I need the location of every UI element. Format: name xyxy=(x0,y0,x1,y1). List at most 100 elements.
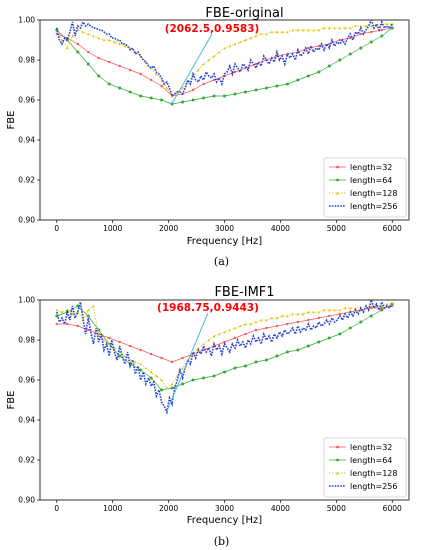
data-point xyxy=(139,362,142,366)
y-axis-label: FBE xyxy=(6,391,17,410)
data-point xyxy=(233,336,237,340)
data-point xyxy=(343,26,347,30)
y-tick-label: 0.92 xyxy=(18,456,35,465)
data-point xyxy=(259,32,263,36)
data-point xyxy=(176,374,179,378)
data-point xyxy=(212,78,216,82)
data-point xyxy=(113,346,116,350)
x-tick-label: 6000 xyxy=(383,504,402,513)
data-point xyxy=(233,42,237,46)
data-point xyxy=(202,348,205,352)
plot-area xyxy=(55,300,394,415)
data-point xyxy=(55,322,58,326)
data-point xyxy=(317,44,321,48)
data-point xyxy=(212,334,216,338)
data-point xyxy=(128,90,132,94)
data-point xyxy=(87,328,90,332)
data-point xyxy=(390,26,394,30)
data-point xyxy=(113,40,116,44)
y-tick-label: 0.94 xyxy=(18,416,35,425)
data-point xyxy=(181,86,184,90)
x-tick-label: 5000 xyxy=(327,224,346,233)
series-length-128 xyxy=(55,302,394,390)
series-length-64 xyxy=(55,26,394,106)
data-point xyxy=(181,382,185,386)
data-point xyxy=(76,310,80,314)
data-point xyxy=(270,30,273,34)
x-tick-label: 1000 xyxy=(103,224,122,233)
data-point xyxy=(265,32,268,36)
data-point xyxy=(71,34,74,38)
legend-item: length=256 xyxy=(329,482,397,491)
data-point xyxy=(317,316,321,320)
y-tick-label: 0.90 xyxy=(18,496,35,505)
data-point xyxy=(369,24,373,28)
data-point xyxy=(380,306,383,310)
data-point xyxy=(223,94,226,98)
x-tick-label: 0 xyxy=(54,224,59,233)
legend-label: length=64 xyxy=(350,176,392,185)
y-tick-label: 0.92 xyxy=(18,176,35,185)
data-point xyxy=(369,40,373,44)
data-point xyxy=(354,24,357,28)
data-point xyxy=(233,326,237,330)
data-point xyxy=(328,26,331,30)
data-point xyxy=(296,312,300,316)
data-point xyxy=(118,340,121,344)
x-tick-label: 0 xyxy=(54,504,59,513)
data-point xyxy=(328,308,331,312)
data-point xyxy=(170,382,174,386)
data-point xyxy=(212,94,216,98)
data-point xyxy=(128,46,132,50)
data-point xyxy=(369,314,373,318)
data-point xyxy=(333,26,336,30)
data-point xyxy=(254,88,258,92)
data-point xyxy=(327,64,331,68)
data-point xyxy=(149,96,153,100)
y-tick-label: 0.98 xyxy=(18,56,35,65)
data-point xyxy=(328,314,331,318)
data-point xyxy=(207,338,211,342)
data-point xyxy=(243,90,247,94)
data-point xyxy=(123,354,127,358)
data-point xyxy=(108,60,111,64)
data-point xyxy=(92,304,95,308)
data-point xyxy=(170,94,174,98)
data-point xyxy=(348,326,352,330)
data-point xyxy=(264,86,268,90)
annotation-label: (2062.5,0.9583) xyxy=(165,23,260,35)
data-point xyxy=(296,28,300,32)
data-point xyxy=(285,82,289,86)
panel-caption: (a) xyxy=(214,255,229,268)
panel-fbe-imf1: FBE-IMF1 0.90 0.92 0.94 0.96 0.98 1.00 0 1000 200… xyxy=(6,285,410,548)
data-point xyxy=(76,304,80,308)
data-point xyxy=(312,310,315,314)
data-point xyxy=(223,46,226,50)
annotation-label: (1968.75,0.9443) xyxy=(157,302,259,314)
data-point xyxy=(191,88,195,92)
x-tick-label: 3000 xyxy=(215,504,234,513)
data-point xyxy=(275,324,279,328)
legend-label: length=128 xyxy=(350,189,397,198)
legend-marker xyxy=(336,458,339,462)
legend-label: length=64 xyxy=(350,456,392,465)
x-tick-label: 6000 xyxy=(383,224,402,233)
data-point xyxy=(380,304,384,308)
data-point xyxy=(359,24,363,28)
data-point xyxy=(254,320,258,324)
data-point xyxy=(160,356,163,360)
data-point xyxy=(285,350,289,354)
data-point xyxy=(359,320,363,324)
data-point xyxy=(317,70,321,74)
data-point xyxy=(265,318,268,322)
data-point xyxy=(139,72,142,76)
data-point xyxy=(202,62,205,66)
data-point xyxy=(202,342,205,346)
data-point xyxy=(380,28,383,32)
data-point xyxy=(217,332,221,336)
data-point xyxy=(375,24,378,28)
data-point xyxy=(228,328,232,332)
data-point xyxy=(76,50,80,54)
data-point xyxy=(149,352,153,356)
